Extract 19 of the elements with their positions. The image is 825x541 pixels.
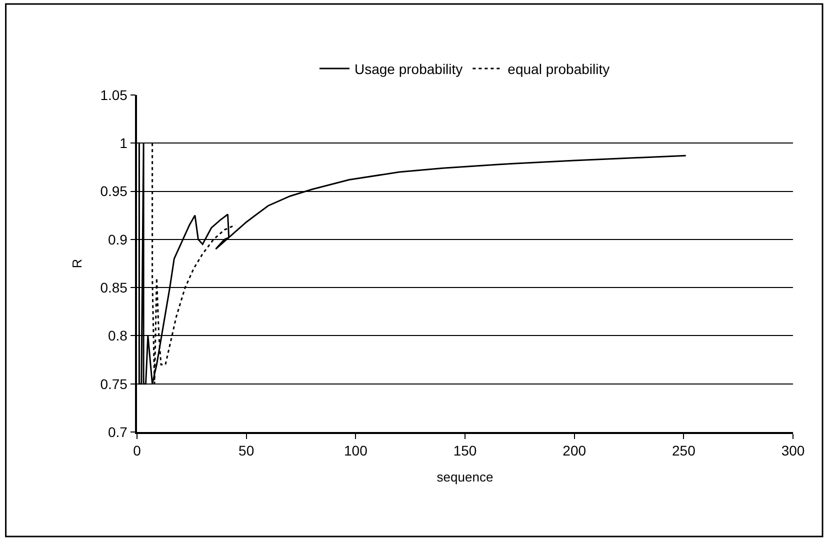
y-tick-label: 0.95 bbox=[100, 183, 128, 200]
legend-label: Usage probability bbox=[354, 60, 463, 77]
x-tick-label: 100 bbox=[344, 442, 368, 459]
y-axis-title: R bbox=[70, 258, 85, 268]
y-tick-label: 0.8 bbox=[108, 328, 128, 344]
x-tick-label: 0 bbox=[133, 442, 142, 459]
legend-label: equal probability bbox=[508, 60, 610, 77]
x-axis-title: sequence bbox=[436, 470, 494, 485]
x-tick-label: 200 bbox=[562, 442, 586, 459]
y-tick-label: 1 bbox=[120, 135, 128, 152]
y-tick-label: 0.7 bbox=[108, 424, 128, 440]
y-tick-label: 0.9 bbox=[108, 231, 128, 248]
y-tick-label: 0.85 bbox=[100, 279, 128, 296]
x-tick-label: 300 bbox=[781, 442, 805, 459]
y-tick-label: 0.75 bbox=[100, 376, 128, 392]
x-tick-label: 50 bbox=[238, 442, 254, 459]
y-tick-label: 1.05 bbox=[100, 86, 128, 103]
x-tick-label: 250 bbox=[672, 442, 696, 459]
x-tick-label: 150 bbox=[453, 442, 477, 459]
